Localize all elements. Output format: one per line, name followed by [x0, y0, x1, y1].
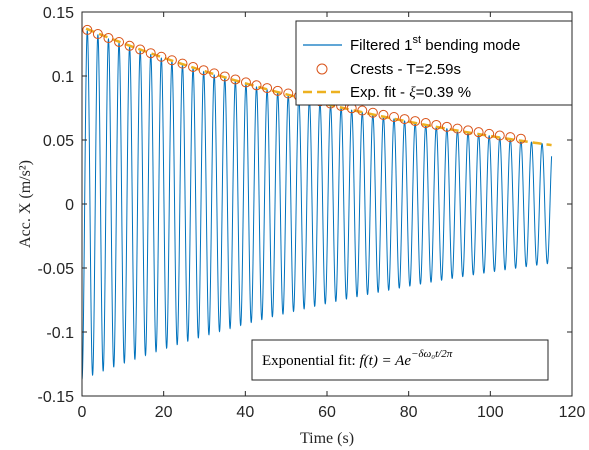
crest-marker	[209, 68, 220, 79]
fit-annotation: Exponential fit: f(t) = Ae−δω₀t/2π	[251, 339, 549, 381]
crest-marker	[230, 74, 241, 85]
crest-marker	[473, 127, 484, 138]
crest-marker	[177, 58, 188, 69]
crest-marker	[92, 29, 103, 40]
crest-marker	[240, 77, 251, 88]
signal-layer	[81, 29, 553, 380]
legend-crest-marker	[316, 63, 328, 75]
crest-marker	[420, 118, 431, 129]
y-tick-label: -0.05	[38, 261, 75, 278]
y-tick-label: -0.15	[38, 389, 75, 406]
legend-signal-label: Filtered 1st bending mode	[350, 34, 520, 54]
crest-marker	[251, 80, 262, 91]
crest-marker	[399, 114, 410, 125]
crest-marker	[441, 121, 452, 132]
annotation-box	[251, 339, 549, 381]
y-tick-label: 0	[65, 197, 74, 214]
x-tick-label: 20	[155, 404, 173, 421]
crest-marker	[452, 123, 463, 134]
crest-marker	[166, 55, 177, 66]
crest-marker	[515, 133, 526, 144]
x-axis-label: Time (s)	[300, 430, 354, 447]
x-tick-label: 80	[400, 404, 418, 421]
legend-box	[295, 20, 573, 106]
ticks-layer: 0 20 40 60 80 100 120 -0.15 -0.1 -0.05 0 0.05 0.1 0.1…	[38, 5, 586, 421]
y-tick-label: 0.15	[43, 5, 74, 22]
x-tick-label: 100	[477, 404, 504, 421]
legend-fit-label: Exp. fit - ξ=0.39 %	[350, 84, 471, 101]
crest-marker	[135, 44, 146, 55]
crest-marker	[283, 88, 294, 99]
crest-marker	[272, 85, 283, 96]
crest-marker	[219, 71, 230, 82]
y-tick-label: -0.1	[46, 325, 74, 342]
annotation-text: Exponential fit: f(t) = Ae−δω₀t/2π	[262, 348, 453, 369]
crest-marker	[431, 119, 442, 130]
crest-marker	[357, 105, 368, 116]
crest-marker	[463, 125, 474, 136]
crest-marker	[378, 109, 389, 120]
x-tick-label: 60	[318, 404, 336, 421]
y-tick-label: 0.1	[52, 69, 74, 86]
crest-marker	[484, 128, 495, 139]
crest-marker	[103, 33, 114, 44]
y-tick-label: 0.05	[43, 133, 74, 150]
crest-marker	[156, 51, 167, 62]
legend: Filtered 1st bending mode Crests - T=2.5…	[295, 20, 573, 106]
x-tick-label: 0	[78, 404, 87, 421]
crest-marker	[145, 48, 156, 59]
signal-line	[81, 29, 553, 380]
crest-marker	[410, 116, 421, 127]
crest-marker	[494, 130, 505, 141]
y-axis-label: Acc. X (m/s²)	[17, 160, 34, 248]
crest-marker	[124, 40, 135, 51]
crest-marker	[262, 83, 273, 94]
crest-marker	[188, 61, 199, 72]
legend-crest-label: Crests - T=2.59s	[350, 61, 461, 78]
crest-marker	[114, 36, 125, 47]
crest-layer	[82, 24, 526, 144]
crest-marker	[367, 107, 378, 118]
crest-marker	[198, 65, 209, 76]
crest-marker	[82, 24, 93, 35]
x-tick-label: 120	[559, 404, 586, 421]
x-tick-label: 40	[236, 404, 254, 421]
crest-marker	[505, 132, 516, 143]
crest-marker	[389, 112, 400, 123]
